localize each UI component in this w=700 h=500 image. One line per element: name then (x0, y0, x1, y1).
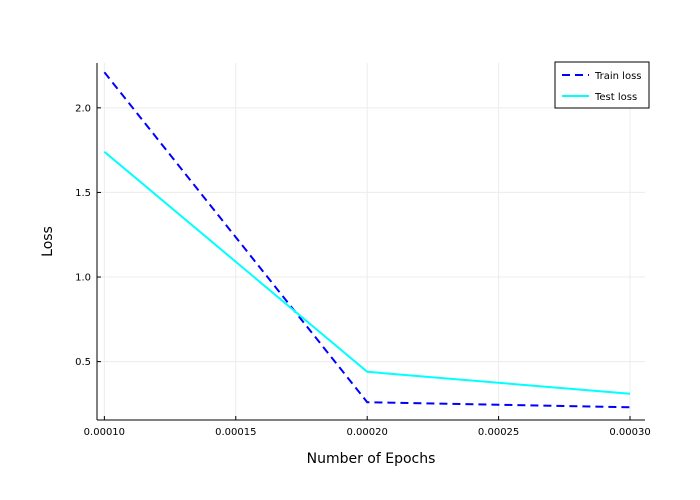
legend-label: Train loss (594, 71, 642, 82)
legend-box (554, 61, 650, 109)
legend-label: Test loss (594, 92, 637, 103)
x-tick-label: 0.00030 (609, 427, 650, 438)
y-tick-label: 0.5 (75, 357, 91, 368)
x-tick-label: 0.00025 (478, 427, 519, 438)
x-axis-title: Number of Epochs (307, 451, 436, 467)
y-tick-label: 1.5 (75, 188, 91, 199)
series-lines (103, 71, 631, 409)
y-axis-title: Loss (40, 226, 56, 257)
train-loss-line (103, 71, 631, 409)
legend: Train loss Test loss (554, 61, 650, 109)
x-tick-label: 0.00020 (347, 427, 388, 438)
tick-labels: 0.00010 0.00015 0.00020 0.00025 0.00030 0.5 1.… (75, 103, 651, 438)
y-tick-label: 1.0 (75, 273, 91, 284)
grid-layer (97, 63, 645, 420)
x-tick-label: 0.00015 (215, 427, 256, 438)
test-loss-line (103, 151, 631, 395)
axes (96, 63, 645, 421)
y-tick-label: 2.0 (75, 103, 91, 114)
x-tick-label: 0.00010 (84, 427, 125, 438)
